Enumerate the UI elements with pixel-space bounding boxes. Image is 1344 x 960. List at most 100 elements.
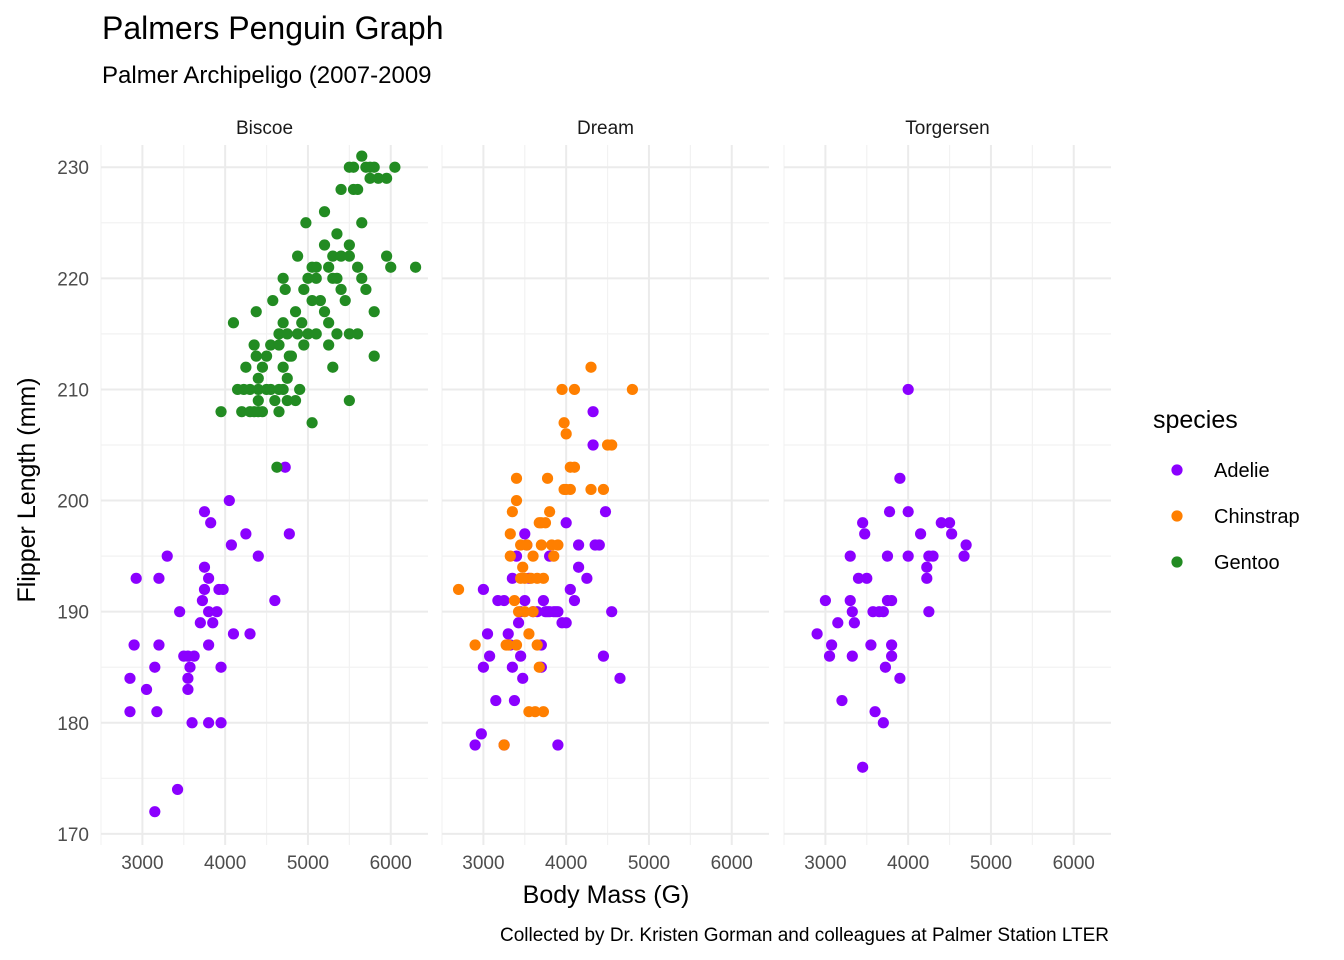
legend: species Adelie Chinstrap Gentoo	[1153, 406, 1300, 574]
data-point	[256, 406, 269, 418]
legend-label: Adelie	[1214, 460, 1270, 482]
data-point	[490, 694, 502, 707]
legend-key	[1171, 464, 1183, 476]
series-chinstrap	[452, 361, 639, 751]
x-tick-label: 5000	[628, 853, 670, 874]
data-point	[484, 650, 496, 662]
data-point	[560, 517, 572, 529]
data-point	[323, 339, 335, 351]
data-point	[215, 717, 227, 729]
data-point	[943, 517, 956, 529]
y-tick-label: 170	[57, 825, 89, 846]
data-point	[279, 283, 291, 296]
data-point	[921, 561, 933, 573]
data-point	[182, 683, 194, 696]
data-point	[372, 172, 384, 184]
data-point	[861, 572, 873, 584]
data-point	[508, 694, 521, 707]
y-axis-ticks: 170 180 190 200 210 220 230	[57, 158, 89, 846]
data-point	[469, 639, 481, 651]
data-point	[198, 583, 211, 596]
data-point	[529, 706, 541, 718]
facet-dream: Dream 3000 4000 5000 6000	[441, 118, 769, 874]
data-point	[323, 317, 335, 329]
data-point	[184, 661, 196, 673]
data-point	[894, 672, 906, 684]
data-point	[506, 506, 518, 518]
data-point	[927, 550, 939, 562]
data-point	[389, 161, 401, 173]
data-point	[323, 261, 335, 273]
data-point	[475, 728, 487, 740]
data-point	[556, 383, 568, 396]
data-point	[883, 506, 896, 518]
data-point	[256, 361, 269, 373]
data-point	[585, 483, 597, 496]
legend-key	[1171, 556, 1183, 568]
data-point	[223, 494, 235, 507]
data-point	[568, 383, 581, 396]
y-tick-label: 220	[57, 269, 89, 290]
data-point	[236, 406, 248, 418]
data-point	[151, 706, 163, 718]
data-point	[881, 550, 894, 562]
data-point	[846, 650, 858, 662]
data-point	[568, 594, 581, 607]
data-point	[877, 717, 889, 729]
data-point	[360, 283, 372, 296]
data-point	[469, 739, 481, 751]
data-point	[626, 383, 639, 396]
data-point	[581, 572, 593, 584]
data-point	[215, 406, 227, 418]
data-point	[250, 306, 262, 318]
data-point	[252, 383, 264, 396]
data-point	[877, 606, 889, 618]
data-point	[306, 417, 318, 429]
x-tick-label: 3000	[121, 853, 163, 874]
data-point	[606, 606, 618, 618]
data-point	[347, 161, 360, 173]
data-point	[544, 506, 556, 518]
x-tick-label: 5000	[287, 853, 329, 874]
data-point	[335, 183, 347, 196]
data-point	[277, 361, 289, 373]
data-point	[960, 539, 972, 551]
data-point	[508, 594, 521, 607]
legend-item-adelie: Adelie	[1171, 460, 1270, 482]
data-point	[310, 272, 322, 284]
data-point	[902, 506, 914, 518]
data-point	[273, 406, 285, 418]
data-point	[504, 550, 516, 562]
data-point	[527, 550, 539, 562]
data-point	[318, 206, 331, 218]
data-point	[385, 261, 397, 273]
data-point	[306, 294, 318, 307]
data-point	[826, 639, 838, 651]
data-point	[248, 339, 260, 351]
data-point	[409, 261, 422, 273]
chart-caption: Collected by Dr. Kristen Gorman and coll…	[500, 925, 1109, 946]
y-axis-title: Flipper Length (mm)	[13, 377, 41, 602]
x-tick-label: 4000	[204, 853, 246, 874]
data-point	[269, 394, 281, 407]
data-point	[300, 217, 312, 229]
data-point	[381, 172, 393, 184]
data-point	[265, 383, 277, 396]
data-point	[217, 583, 229, 596]
data-point	[302, 328, 314, 340]
data-point	[318, 239, 331, 251]
data-point	[498, 739, 510, 751]
data-point	[923, 606, 935, 618]
data-point	[597, 483, 610, 496]
data-point	[869, 706, 881, 718]
data-point	[281, 328, 293, 340]
data-point	[857, 517, 869, 529]
data-point	[364, 172, 376, 184]
data-point	[368, 306, 380, 318]
data-point	[848, 617, 860, 629]
data-point	[921, 572, 933, 584]
data-point	[510, 639, 523, 651]
data-point	[298, 339, 310, 351]
data-point	[310, 328, 322, 340]
data-point	[548, 550, 560, 562]
